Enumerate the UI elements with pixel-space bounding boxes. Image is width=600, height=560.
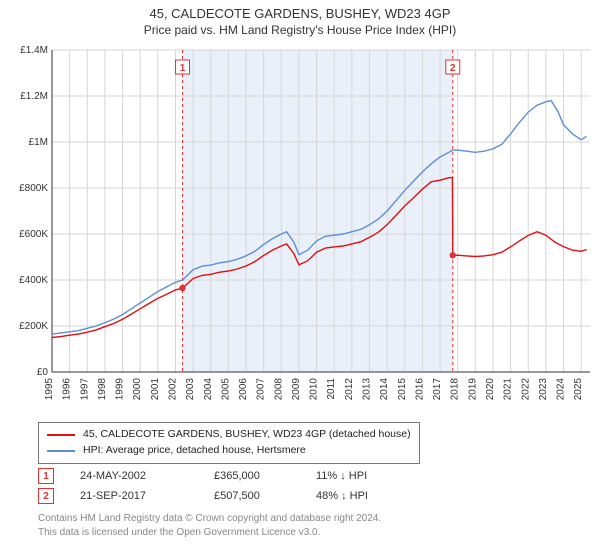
chart-titles: 45, CALDECOTE GARDENS, BUSHEY, WD23 4GP … bbox=[0, 0, 600, 38]
svg-text:2013: 2013 bbox=[362, 378, 373, 401]
svg-text:2012: 2012 bbox=[344, 378, 355, 401]
svg-text:1: 1 bbox=[180, 63, 186, 74]
svg-text:1996: 1996 bbox=[62, 378, 73, 401]
svg-text:2022: 2022 bbox=[520, 378, 531, 401]
marker-delta: 11% ↓ HPI bbox=[316, 470, 416, 482]
svg-text:2025: 2025 bbox=[573, 378, 584, 401]
legend: 45, CALDECOTE GARDENS, BUSHEY, WD23 4GP … bbox=[38, 422, 420, 464]
svg-text:1995: 1995 bbox=[44, 378, 55, 401]
svg-text:2001: 2001 bbox=[150, 378, 161, 401]
marker-price: £365,000 bbox=[214, 470, 290, 482]
legend-row: HPI: Average price, detached house, Hert… bbox=[47, 443, 411, 459]
svg-text:£400K: £400K bbox=[19, 275, 48, 286]
svg-text:2009: 2009 bbox=[291, 378, 302, 401]
svg-text:2016: 2016 bbox=[414, 378, 425, 401]
svg-text:2011: 2011 bbox=[326, 378, 337, 400]
svg-text:2015: 2015 bbox=[397, 378, 408, 401]
chart-area: £0 £200K £400K £600K £800K £1M £1.2M £1.4M 1995 1… bbox=[6, 44, 594, 414]
svg-text:£1.4M: £1.4M bbox=[20, 45, 48, 56]
svg-text:£800K: £800K bbox=[19, 183, 48, 194]
svg-text:£0: £0 bbox=[37, 367, 49, 378]
svg-text:£1.2M: £1.2M bbox=[20, 91, 48, 102]
svg-text:2020: 2020 bbox=[485, 378, 496, 401]
svg-text:2000: 2000 bbox=[132, 378, 143, 401]
footer-line1: Contains HM Land Registry data © Crown c… bbox=[38, 512, 381, 526]
marker-date: 21-SEP-2017 bbox=[80, 490, 188, 502]
line-chart-svg: £0 £200K £400K £600K £800K £1M £1.2M £1.4M 1995 1… bbox=[6, 44, 594, 414]
marker-delta: 48% ↓ HPI bbox=[316, 490, 416, 502]
footer-line2: This data is licensed under the Open Gov… bbox=[38, 526, 381, 540]
svg-text:£200K: £200K bbox=[19, 321, 48, 332]
title-address: 45, CALDECOTE GARDENS, BUSHEY, WD23 4GP bbox=[0, 6, 600, 23]
marker-row: 1 24-MAY-2002 £365,000 11% ↓ HPI bbox=[38, 466, 416, 486]
legend-swatch bbox=[47, 434, 75, 436]
svg-text:2007: 2007 bbox=[256, 378, 267, 401]
svg-text:2008: 2008 bbox=[273, 378, 284, 401]
svg-text:2017: 2017 bbox=[432, 378, 443, 401]
svg-text:2023: 2023 bbox=[538, 378, 549, 401]
legend-swatch bbox=[47, 450, 75, 452]
svg-text:2024: 2024 bbox=[556, 378, 567, 401]
marker-price: £507,500 bbox=[214, 490, 290, 502]
svg-text:2003: 2003 bbox=[185, 378, 196, 401]
svg-text:£600K: £600K bbox=[19, 229, 48, 240]
marker-date: 24-MAY-2002 bbox=[80, 470, 188, 482]
svg-text:2021: 2021 bbox=[503, 378, 514, 401]
svg-text:1998: 1998 bbox=[97, 378, 108, 401]
svg-text:2010: 2010 bbox=[309, 378, 320, 401]
svg-text:2019: 2019 bbox=[467, 378, 478, 401]
svg-text:2014: 2014 bbox=[379, 378, 390, 401]
svg-text:2005: 2005 bbox=[220, 378, 231, 401]
svg-text:£1M: £1M bbox=[29, 137, 48, 148]
legend-label: HPI: Average price, detached house, Hert… bbox=[83, 443, 306, 459]
footer-attribution: Contains HM Land Registry data © Crown c… bbox=[38, 512, 381, 540]
legend-label: 45, CALDECOTE GARDENS, BUSHEY, WD23 4GP … bbox=[83, 427, 411, 443]
svg-text:2002: 2002 bbox=[167, 378, 178, 401]
marker-row: 2 21-SEP-2017 £507,500 48% ↓ HPI bbox=[38, 486, 416, 506]
svg-text:2006: 2006 bbox=[238, 378, 249, 401]
svg-text:1999: 1999 bbox=[115, 378, 126, 401]
svg-text:2: 2 bbox=[450, 63, 456, 74]
svg-text:1997: 1997 bbox=[79, 378, 90, 401]
marker-table: 1 24-MAY-2002 £365,000 11% ↓ HPI 2 21-SEP-201… bbox=[38, 466, 416, 506]
svg-text:2004: 2004 bbox=[203, 378, 214, 401]
marker-number-box: 1 bbox=[38, 468, 54, 484]
marker-number-box: 2 bbox=[38, 488, 54, 504]
title-subtitle: Price paid vs. HM Land Registry's House … bbox=[0, 23, 600, 39]
svg-text:2018: 2018 bbox=[450, 378, 461, 401]
legend-row: 45, CALDECOTE GARDENS, BUSHEY, WD23 4GP … bbox=[47, 427, 411, 443]
